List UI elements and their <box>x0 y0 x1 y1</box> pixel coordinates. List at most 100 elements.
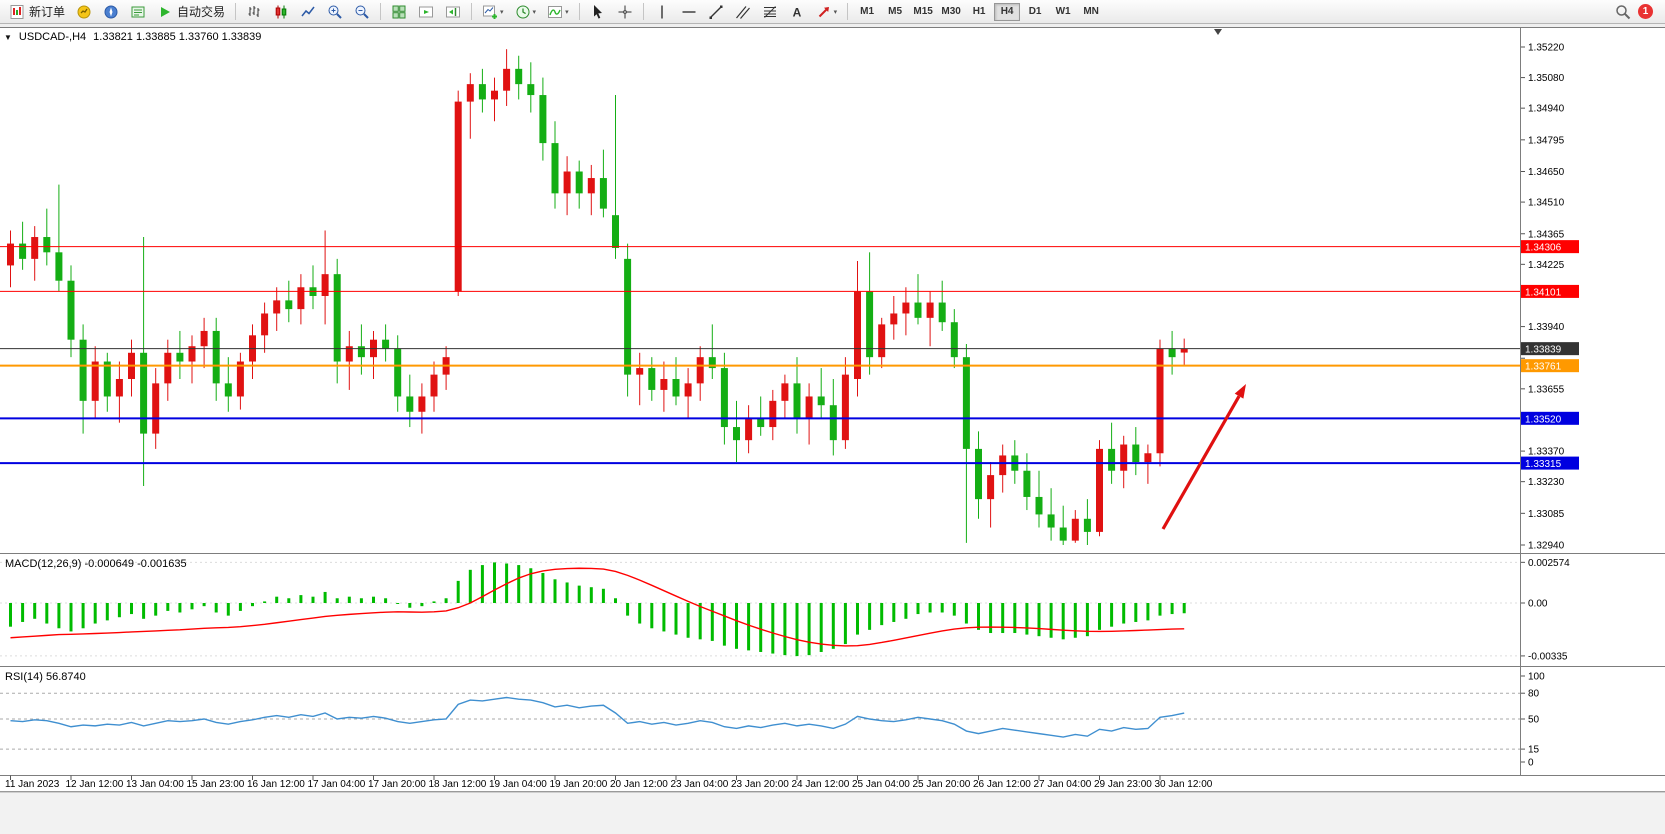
timeframe-button-m1[interactable]: M1 <box>860 6 875 17</box>
horizontal-line-icon[interactable] <box>676 1 702 23</box>
timeframe-button-mn[interactable]: MN <box>1083 6 1099 17</box>
candlestick-chart-icon[interactable] <box>268 1 294 23</box>
main-toolbar: 新订单 自动交易 ▾ ▾ ▾ A ▾ M1 M5 M15 M3 <box>0 0 1665 24</box>
search-icon[interactable] <box>1615 4 1631 20</box>
candle-body <box>454 101 462 292</box>
time-axis-label: 12 Jan 12:00 <box>66 779 124 790</box>
chart-shift-marker[interactable] <box>1214 29 1222 35</box>
candle-body <box>103 361 111 397</box>
bar-chart-icon[interactable] <box>241 1 267 23</box>
new-order-button[interactable]: 新订单 <box>4 0 70 23</box>
macd-histogram-bar <box>650 603 654 629</box>
candle-body <box>987 475 995 500</box>
navigator-icon[interactable] <box>98 1 124 23</box>
cursor-icon[interactable] <box>585 1 611 23</box>
timeframe-button-m15[interactable]: M15 <box>913 6 933 17</box>
macd-histogram-bar <box>432 601 436 603</box>
macd-histogram-bar <box>698 603 702 640</box>
time-axis[interactable] <box>0 776 1520 791</box>
candle-body <box>551 143 559 194</box>
trendline-icon[interactable] <box>703 1 729 23</box>
macd-histogram-bar <box>1049 603 1053 638</box>
price-axis[interactable] <box>1520 28 1665 775</box>
window-bottom-area <box>0 792 1665 834</box>
price-axis-label: 1.34940 <box>1528 104 1565 115</box>
candle-body <box>878 324 886 358</box>
candle-body <box>478 84 486 100</box>
candle-body <box>1120 444 1128 471</box>
price-tag <box>1521 456 1579 470</box>
timeframe-button-m30[interactable]: M30 <box>941 6 961 17</box>
fibonacci-icon[interactable] <box>757 1 783 23</box>
zoom-in-icon[interactable] <box>322 1 348 23</box>
candle-body <box>1059 527 1067 541</box>
macd-histogram-bar <box>964 603 968 624</box>
candle-body <box>587 178 595 194</box>
macd-histogram-bar <box>9 603 12 627</box>
candle-body <box>612 215 619 248</box>
timeframe-button-h4[interactable]: H4 <box>994 2 1021 21</box>
macd-signal-line <box>10 567 1185 647</box>
periods-clock-icon[interactable]: ▾ <box>510 1 542 23</box>
one-click-trading-toggle[interactable]: ▼ <box>4 32 12 42</box>
chart-shift-icon[interactable] <box>440 1 466 23</box>
new-chart-icon[interactable]: ▾ <box>477 1 509 23</box>
timeframe-button-w1[interactable]: W1 <box>1055 6 1071 17</box>
ohlc-values-label: 1.33821 1.33885 1.33760 1.33839 <box>93 31 262 43</box>
candle-body <box>115 379 123 397</box>
macd-histogram-bar <box>1158 603 1162 616</box>
toolbar-separator <box>471 3 473 20</box>
arrows-tool-icon[interactable]: ▾ <box>811 1 843 23</box>
macd-histogram-bar <box>638 603 642 624</box>
trend-arrow-line[interactable] <box>1161 395 1241 530</box>
candle-body <box>357 346 365 358</box>
timeframe-button-d1[interactable]: D1 <box>1028 6 1042 17</box>
candle-body <box>1023 470 1031 497</box>
text-tool-icon[interactable]: A <box>784 1 810 23</box>
candle-body <box>466 84 474 102</box>
indicators-icon[interactable]: ▾ <box>542 1 574 23</box>
macd-histogram-bar <box>904 603 908 619</box>
macd-histogram-bar <box>1182 603 1186 614</box>
macd-histogram-bar <box>1037 603 1041 637</box>
macd-histogram-bar <box>614 598 617 603</box>
candle-body <box>1108 448 1116 471</box>
candle-body <box>503 68 511 91</box>
terminal-icon[interactable] <box>125 1 151 23</box>
rsi-indicator-label: RSI(14) 56.8740 <box>5 671 86 683</box>
line-chart-icon[interactable] <box>295 1 321 23</box>
candle-body <box>745 418 753 441</box>
candle-body <box>91 361 99 401</box>
candle-body <box>527 84 535 96</box>
vertical-line-icon[interactable] <box>649 1 675 23</box>
macd-histogram-bar <box>662 603 666 632</box>
zoom-out-icon[interactable] <box>349 1 375 23</box>
timeframe-button-m5[interactable]: M5 <box>888 6 903 17</box>
candle-body <box>406 396 414 412</box>
autotrading-button[interactable]: 自动交易 <box>152 0 230 23</box>
toolbar-separator <box>642 3 644 20</box>
auto-scroll-icon[interactable] <box>413 1 439 23</box>
tile-windows-icon[interactable] <box>386 1 412 23</box>
macd-histogram-bar <box>856 603 859 635</box>
price-axis-label: 1.35080 <box>1528 73 1565 84</box>
candle-body <box>67 280 75 340</box>
macd-histogram-bar <box>311 596 315 603</box>
candle-body <box>43 237 51 253</box>
equidistant-channel-icon[interactable] <box>730 1 756 23</box>
timeframe-button-h1[interactable]: H1 <box>972 6 986 17</box>
market-watch-icon[interactable] <box>71 1 97 23</box>
macd-histogram-bar <box>843 603 847 645</box>
time-axis-label: 13 Jan 04:00 <box>126 779 184 790</box>
time-axis-label: 11 Jan 2023 <box>5 779 60 790</box>
crosshair-icon[interactable] <box>612 1 638 23</box>
macd-histogram-bar <box>759 603 763 652</box>
candle-body <box>805 396 813 419</box>
notification-badge[interactable]: 1 <box>1638 4 1653 19</box>
macd-histogram-bar <box>1025 603 1029 635</box>
candle-body <box>660 379 668 390</box>
candle-body <box>7 243 14 266</box>
macd-histogram-bar <box>287 598 291 603</box>
macd-histogram-bar <box>807 603 811 656</box>
